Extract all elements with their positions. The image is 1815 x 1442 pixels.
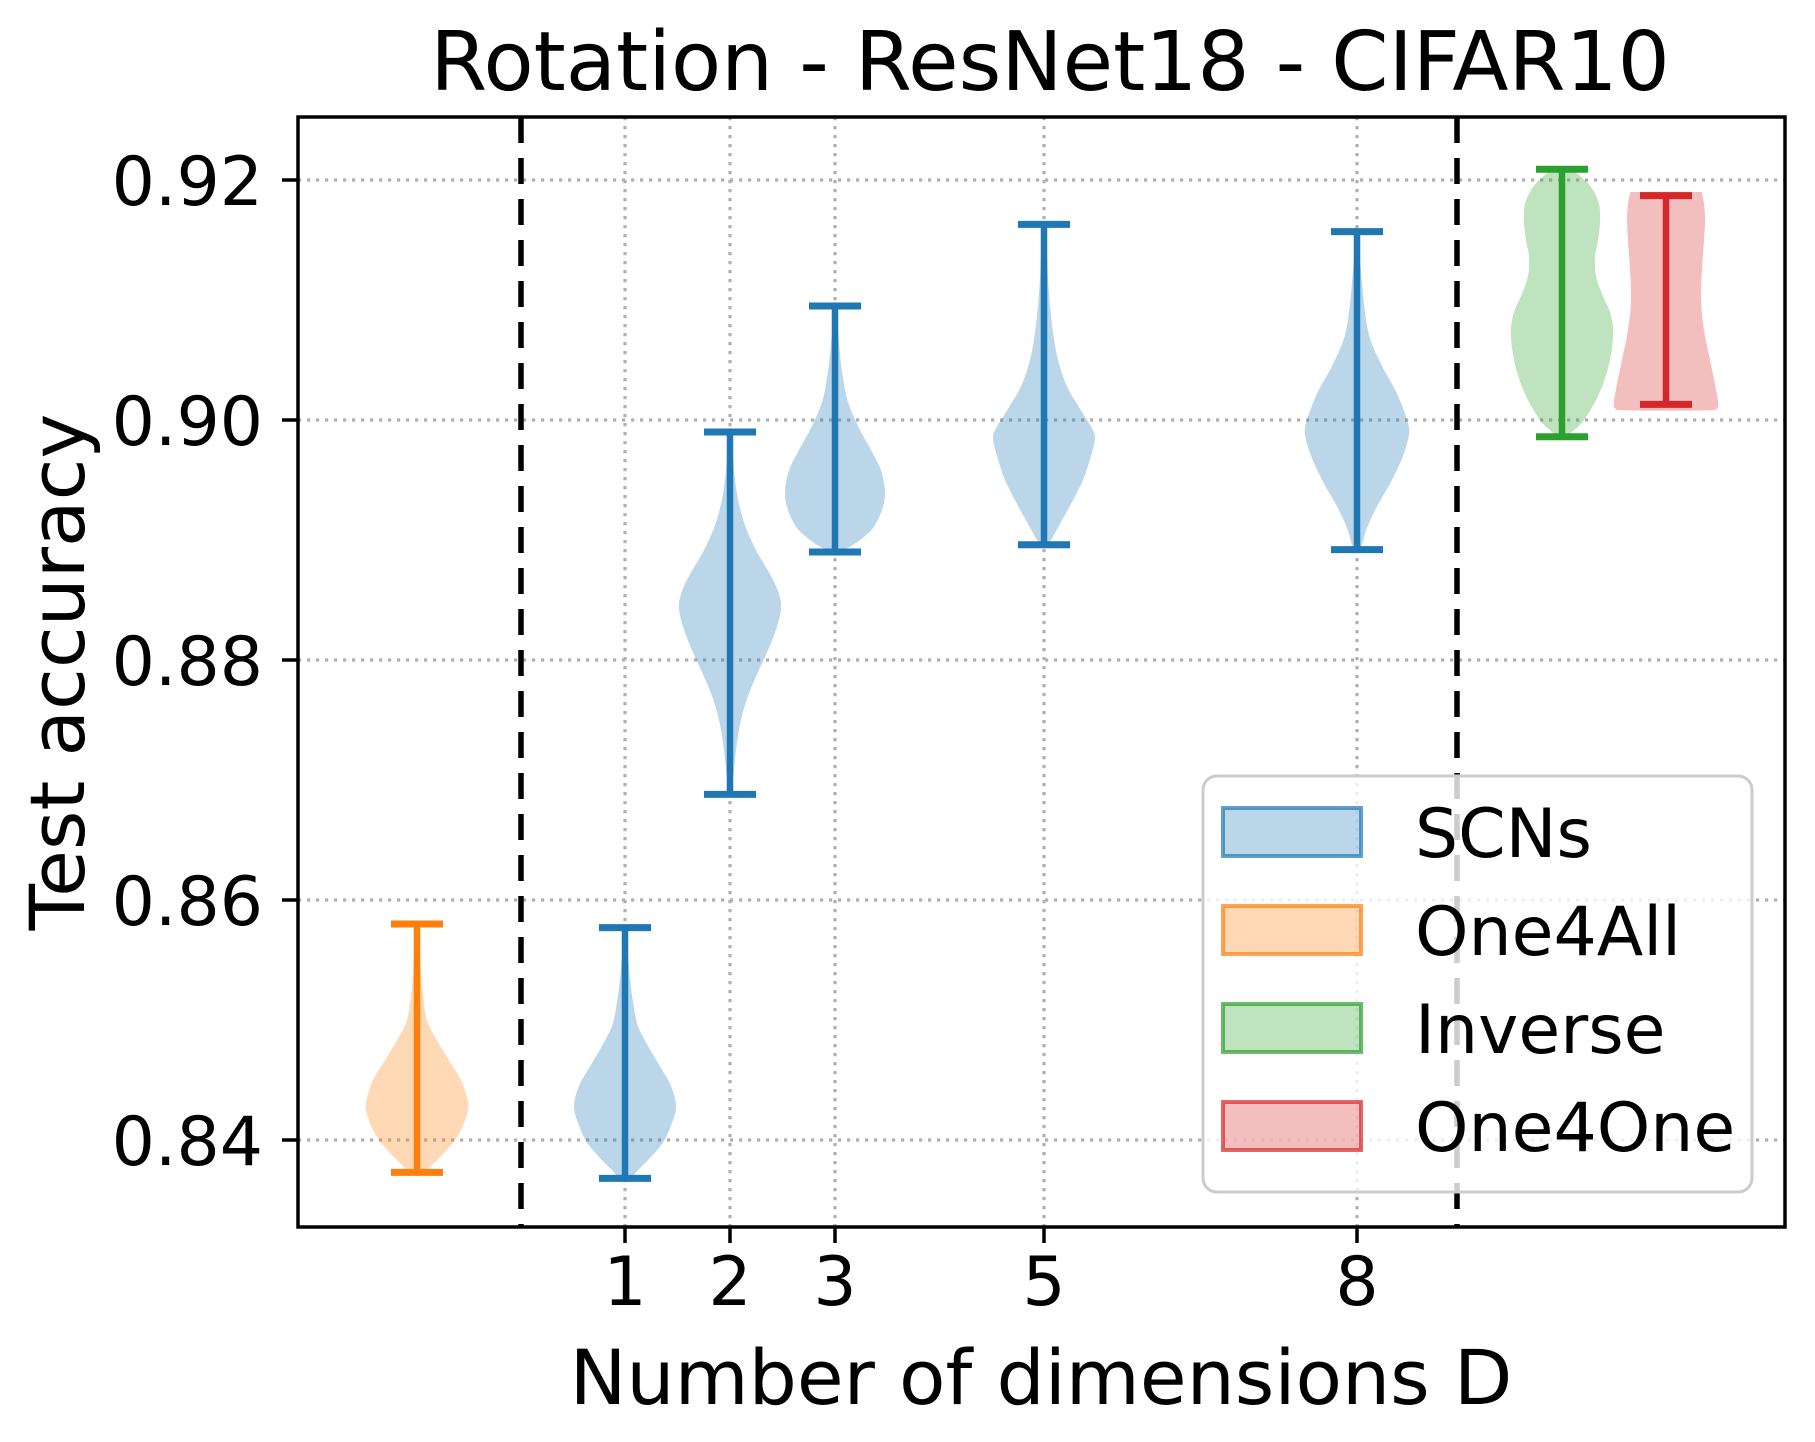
y-tick-label-0.90: 0.90	[112, 383, 263, 462]
x-tick-label-1: 1	[603, 1243, 646, 1322]
violin-scns-d3	[784, 302, 886, 556]
x-tick-label-2: 2	[708, 1243, 751, 1322]
y-axis-label: Test accuracy	[13, 414, 102, 932]
axes-spines	[296, 115, 1787, 1229]
y-tick-label-0.86: 0.86	[112, 863, 263, 942]
legend-swatch-scns	[1221, 806, 1363, 858]
violin-inverse	[1510, 165, 1614, 441]
y-tick-label-0.84: 0.84	[112, 1103, 263, 1182]
violin-scns-d2	[678, 428, 782, 798]
legend-swatch-one4one	[1221, 1100, 1363, 1152]
legend-label-one4one: One4One	[1415, 1089, 1735, 1168]
plot-border	[296, 115, 1787, 1229]
tick-layer	[282, 178, 1359, 1243]
tick-label-layer: 0.84 0.86 0.88 0.90 0.92 1 2 3 5 8	[112, 143, 1379, 1322]
violin-layer	[365, 165, 1719, 1182]
chart-title: Rotation - ResNet18 - CIFAR10	[430, 15, 1670, 110]
violin-scns-d5	[992, 220, 1096, 549]
legend-label-one4all: One4All	[1415, 893, 1681, 972]
legend-label-inverse: Inverse	[1415, 991, 1665, 1070]
x-tick-label-5: 5	[1022, 1243, 1065, 1322]
y-tick-label-0.92: 0.92	[112, 143, 263, 222]
legend-box	[1201, 774, 1754, 1194]
violin-one4all	[365, 920, 469, 1176]
violin-scns-d8	[1304, 228, 1410, 554]
x-tick-label-3: 3	[813, 1243, 856, 1322]
legend-entry-one4one: One4One	[1221, 1089, 1735, 1168]
legend: SCNs One4All Inverse One4One	[1201, 774, 1754, 1194]
violin-scns-d1	[574, 924, 676, 1182]
y-tick-label-0.88: 0.88	[112, 623, 263, 702]
legend-entry-inverse: Inverse	[1221, 991, 1665, 1070]
legend-swatch-one4all	[1221, 904, 1363, 956]
legend-label-scns: SCNs	[1415, 795, 1592, 874]
x-tick-label-8: 8	[1335, 1243, 1378, 1322]
x-axis-label: Number of dimensions D	[570, 1333, 1513, 1422]
violin-one4one	[1613, 191, 1719, 411]
legend-entry-scns: SCNs	[1221, 795, 1592, 874]
legend-swatch-inverse	[1221, 1002, 1363, 1054]
legend-entry-one4all: One4All	[1221, 893, 1681, 972]
